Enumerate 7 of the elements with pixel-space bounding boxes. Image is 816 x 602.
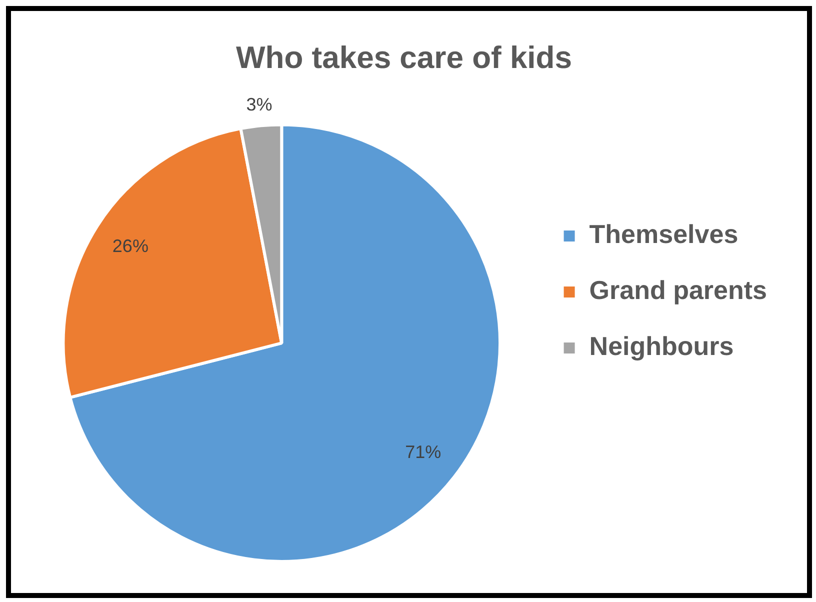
legend-label: Grand parents: [589, 275, 768, 306]
data-label: 3%: [246, 94, 272, 115]
data-label: 26%: [112, 236, 148, 256]
legend-label: Themselves: [589, 219, 738, 250]
legend-label: Neighbours: [589, 331, 734, 362]
chart-title: Who takes care of kids: [236, 40, 572, 76]
data-label: 71%: [405, 442, 442, 462]
